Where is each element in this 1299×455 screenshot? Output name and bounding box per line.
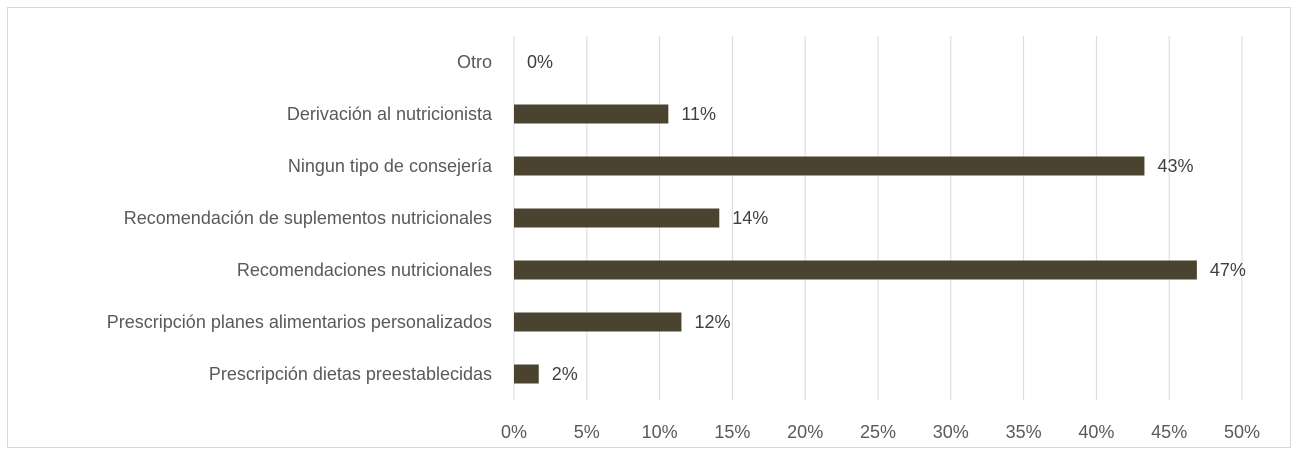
category-label: Otro [457, 52, 492, 72]
category-label: Recomendaciones nutricionales [237, 260, 492, 280]
data-labels: 0% 11% 43% 14% 47% 12% 2% [527, 52, 1246, 384]
x-tick-label: 25% [860, 422, 896, 442]
x-tick-label: 30% [933, 422, 969, 442]
data-label: 14% [732, 208, 768, 228]
category-labels: Otro Derivación al nutricionista Ningun ti… [107, 52, 493, 384]
x-axis-tick-labels: 0% 5% 10% 15% 20% 25% 30% 35% 40% 45% 50% [501, 422, 1260, 442]
x-tick-label: 35% [1006, 422, 1042, 442]
data-label: 12% [694, 312, 730, 332]
category-label: Recomendación de suplementos nutricional… [124, 208, 492, 228]
bar [514, 364, 539, 384]
bar [514, 104, 669, 124]
x-tick-label: 50% [1224, 422, 1260, 442]
data-label: 2% [552, 364, 578, 384]
category-label: Ningun tipo de consejería [288, 156, 493, 176]
data-label: 43% [1157, 156, 1193, 176]
category-label: Prescripción dietas preestablecidas [209, 364, 492, 384]
data-label: 11% [681, 104, 716, 124]
data-label: 47% [1210, 260, 1246, 280]
x-tick-label: 15% [714, 422, 750, 442]
x-tick-label: 5% [574, 422, 600, 442]
data-label: 0% [527, 52, 553, 72]
gridlines [513, 36, 1243, 400]
bar [514, 312, 682, 332]
category-label: Derivación al nutricionista [287, 104, 493, 124]
bar [514, 208, 720, 228]
bar [514, 260, 1197, 280]
bars [514, 104, 1197, 384]
x-tick-label: 20% [787, 422, 823, 442]
x-tick-label: 45% [1151, 422, 1187, 442]
x-tick-label: 10% [642, 422, 678, 442]
category-label: Prescripción planes alimentarios persona… [107, 312, 492, 332]
x-tick-label: 40% [1078, 422, 1114, 442]
bar [514, 156, 1145, 176]
x-tick-label: 0% [501, 422, 527, 442]
